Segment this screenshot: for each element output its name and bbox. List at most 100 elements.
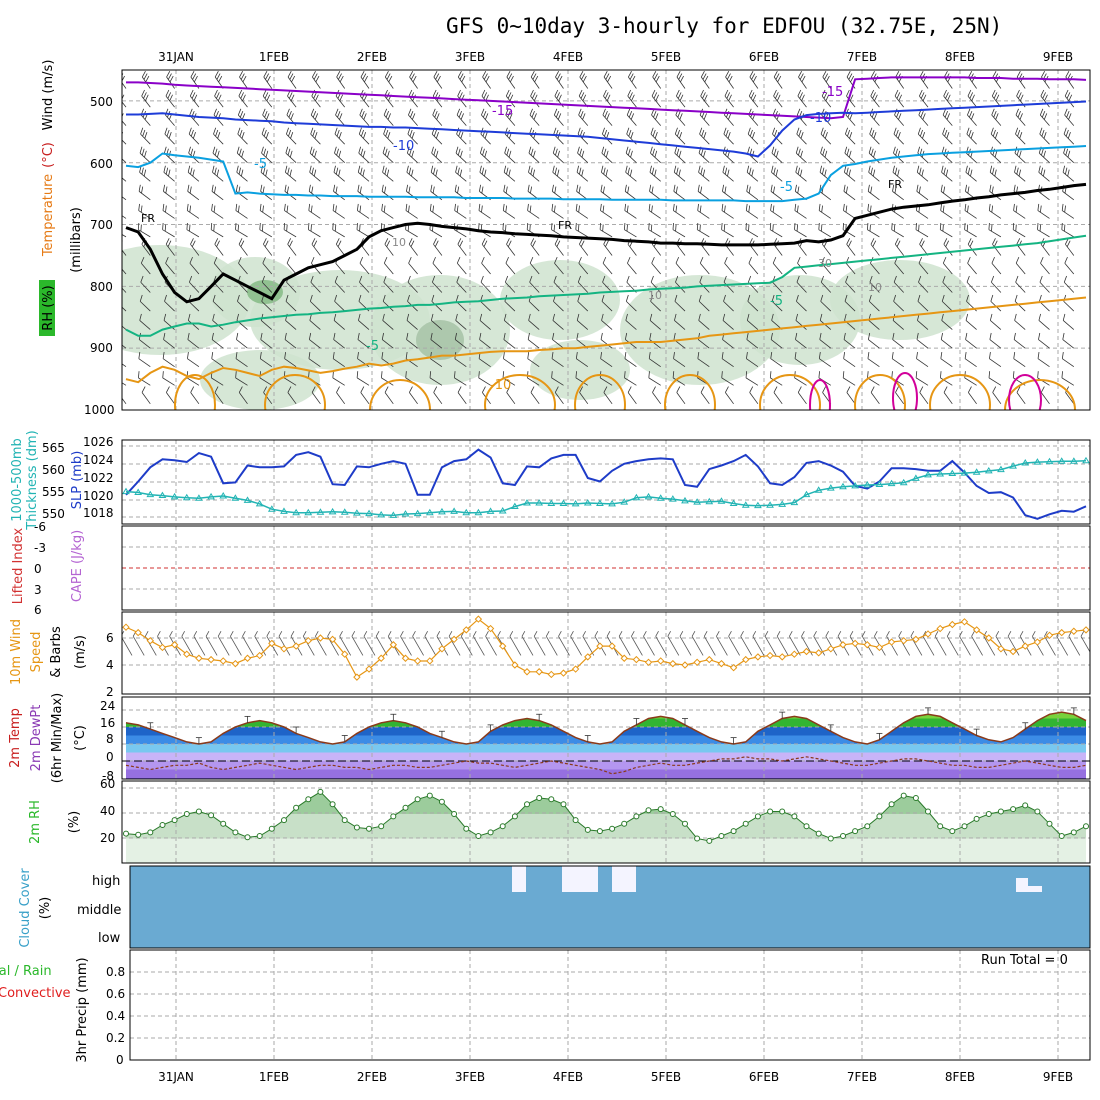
barb-flag: [934, 631, 939, 637]
barb-staff: [770, 210, 783, 219]
barb-staff: [310, 301, 321, 312]
barb-flag: [578, 186, 581, 194]
barb-flag: [600, 332, 603, 340]
barb-flag: [527, 203, 529, 211]
wind-barb: [745, 203, 759, 219]
barb-flag: [312, 110, 317, 118]
wind-barb: [332, 371, 345, 386]
barb-flag: [945, 169, 949, 177]
date-label: 1FEB: [259, 1070, 289, 1084]
wind-barb: [965, 313, 977, 330]
barb-flag: [433, 70, 438, 78]
wind-barb: [312, 70, 321, 89]
wind-barb: [989, 332, 1002, 349]
barb-flag: [165, 238, 170, 245]
barb-staff: [1038, 152, 1050, 163]
barb-flag: [339, 75, 344, 83]
barb-flag: [555, 70, 560, 78]
barb-flag: [895, 129, 899, 137]
barb-staff: [798, 76, 807, 89]
ytick-label: 6: [34, 603, 42, 617]
barb-flag: [843, 332, 846, 340]
barb-flag: [649, 165, 652, 173]
barb-flag: [435, 150, 439, 158]
barb-staff: [625, 320, 637, 330]
barb-flag: [409, 129, 413, 137]
wind-speed-marker: [499, 642, 507, 650]
wind-barb: [893, 275, 904, 293]
barb-flag: [1039, 205, 1042, 213]
wind-speed-marker: [985, 634, 993, 642]
barb-flag: [752, 631, 757, 637]
barb-flag: [624, 332, 628, 340]
wind-barb: [650, 127, 661, 145]
wind-barb: [965, 332, 977, 349]
wind-barb: [504, 146, 516, 163]
wind-barb: [309, 146, 321, 163]
wind-barb: [967, 108, 977, 126]
barb-staff: [796, 281, 807, 293]
barb-flag: [631, 631, 635, 637]
barb-flag: [722, 184, 725, 192]
side-label-barbs: & Barbs: [49, 626, 64, 678]
barb-staff: [918, 114, 929, 126]
barb-flag: [237, 127, 241, 135]
barb-flag: [216, 240, 220, 247]
barb-flag: [579, 148, 583, 156]
barb-flag: [360, 167, 363, 175]
barb-flag: [941, 165, 944, 173]
barb-staff: [649, 358, 661, 368]
barb-staff: [382, 171, 394, 182]
barb-staff: [407, 281, 418, 293]
barb-flag: [238, 89, 243, 97]
barb-staff: [698, 320, 710, 330]
barb-flag: [704, 94, 708, 101]
barb-staff: [432, 263, 443, 275]
barb-flag: [506, 238, 510, 245]
wind-barb: [769, 222, 783, 238]
barb-staff: [822, 244, 832, 256]
barb-flag: [112, 352, 118, 359]
barb-flag: [643, 631, 647, 637]
thickness-marker: [134, 488, 143, 495]
barb-flag: [582, 631, 586, 637]
wind-barb: [545, 631, 558, 656]
wind-barb: [820, 275, 832, 293]
barb-flag: [188, 146, 191, 154]
barb-flag: [382, 146, 386, 154]
barb-flag: [723, 294, 726, 302]
rh-marker: [438, 798, 445, 805]
barb-flag: [674, 313, 677, 321]
barb-flag: [335, 108, 339, 116]
barb-staff: [230, 636, 242, 656]
barb-flag: [406, 165, 409, 173]
barb-staff: [797, 244, 807, 256]
barb-flag: [532, 92, 536, 99]
wind-barb: [870, 386, 880, 405]
chart-title: GFS 0~10day 3-hourly for EDFOU (32.75E, …: [446, 14, 1002, 38]
barb-flag: [412, 75, 417, 83]
barb-flag: [214, 238, 219, 245]
barb-flag: [747, 146, 750, 154]
barb-staff: [795, 339, 807, 349]
barb-staff: [407, 133, 418, 145]
wind-barb: [237, 127, 248, 145]
barb-staff: [1016, 244, 1026, 256]
barb-flag: [357, 332, 360, 340]
barb-staff: [551, 210, 564, 219]
barb-staff: [382, 320, 394, 330]
barb-flag: [335, 167, 339, 175]
barb-staff: [311, 392, 321, 405]
wind-speed-marker: [523, 668, 531, 676]
barb-flag: [605, 73, 610, 80]
wind-barb: [770, 203, 783, 219]
wind-barb: [650, 275, 661, 293]
wind-speed-marker: [413, 657, 422, 665]
barb-flag: [577, 224, 580, 232]
barb-staff: [189, 95, 200, 108]
barb-flag: [351, 631, 356, 637]
wind-barb: [625, 146, 637, 163]
barb-staff: [698, 171, 710, 182]
barb-flag: [142, 129, 146, 137]
wind-barb: [773, 89, 783, 108]
